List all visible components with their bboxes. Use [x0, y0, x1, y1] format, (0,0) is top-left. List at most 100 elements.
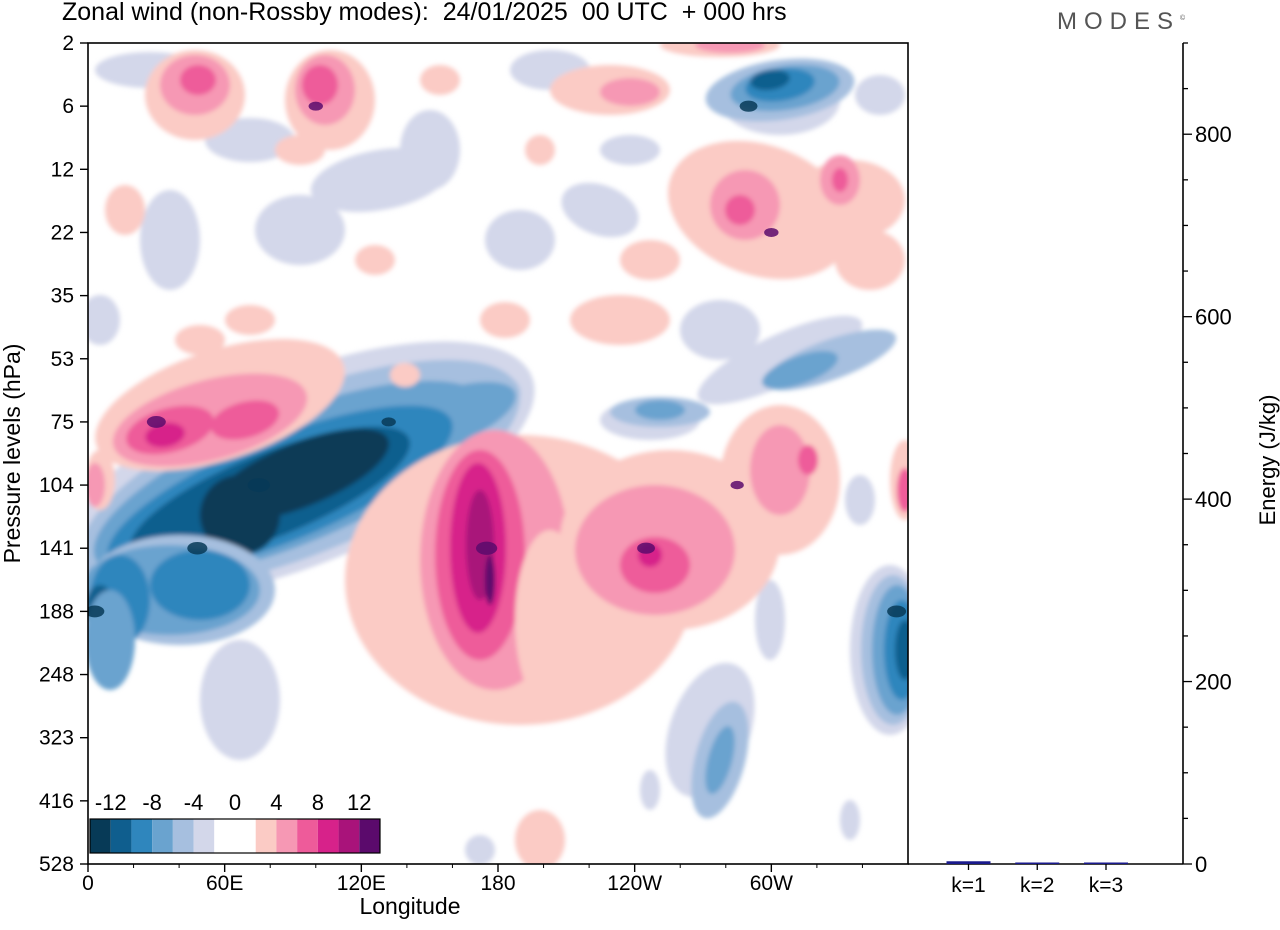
contour-region-62: [600, 78, 660, 106]
feature-core-4: [739, 100, 758, 112]
y-tick-label-11: 323: [39, 727, 74, 750]
feature-core-7: [475, 541, 498, 555]
colorbar-swatch-13: [359, 819, 380, 853]
colorbar-label-3: 0: [229, 790, 241, 815]
colorbar-frame: [89, 818, 381, 854]
contour-region-70: [480, 302, 530, 338]
contour-region-76: [725, 195, 755, 225]
contour-region-20: [640, 770, 660, 810]
colorbar-label-0: -12: [95, 790, 127, 815]
contour-region-69: [570, 295, 670, 345]
contour-region-47: [88, 590, 135, 690]
energy-bar-k=2: [1015, 862, 1060, 864]
feature-core-11: [308, 101, 323, 111]
contour-region-85: [145, 422, 185, 448]
colorbar-swatch-4: [172, 819, 194, 853]
contour-region-26: [750, 69, 790, 91]
contour-region-94: [515, 530, 585, 710]
contour-region-9: [600, 135, 660, 165]
contour-region-19: [755, 580, 785, 660]
contour-region-93: [485, 555, 495, 605]
y-tick-label-3: 22: [51, 221, 74, 244]
contour-region-41: [200, 475, 280, 555]
feature-core-3: [381, 417, 396, 427]
contour-region-3: [400, 110, 460, 190]
y-tick-label-6: 75: [51, 411, 74, 434]
contour-region-28: [762, 351, 838, 389]
x-tick-label-2: 120E: [337, 872, 386, 895]
energy-category-label-0: k=1: [951, 874, 985, 897]
contour-region-21: [840, 800, 860, 840]
feature-core-5: [887, 605, 907, 618]
contour-region-87: [88, 463, 105, 507]
energy-category-label-1: k=2: [1020, 874, 1054, 897]
contour-region-55: [180, 65, 216, 95]
contour-region-66: [105, 185, 145, 235]
contour-region-11: [855, 75, 905, 115]
y-tick-label-4: 35: [51, 285, 74, 308]
colorbar-swatch-1: [110, 819, 132, 853]
modes-logo: MODES©: [1057, 8, 1185, 36]
contour-region-84: [210, 400, 280, 440]
contour-region-30: [635, 400, 685, 420]
energy-category-label-2: k=3: [1089, 874, 1123, 897]
y-tick-label-7: 104: [39, 474, 74, 497]
zonal-wind-heatmap: [88, 43, 908, 864]
colorbar-swatch-5: [193, 819, 215, 853]
colorbar-label-6: 12: [347, 790, 371, 815]
x-tick-label-0: 0: [82, 872, 94, 895]
contour-region-17: [200, 640, 280, 760]
x-tick-label-1: 60E: [206, 872, 243, 895]
x-tick-label-4: 120W: [607, 872, 662, 895]
contour-region-52: [895, 620, 908, 680]
colorbar-swatch-7: [235, 819, 256, 853]
colorbar-swatch-2: [131, 819, 153, 853]
contour-region-71: [225, 305, 275, 335]
contour-region-4: [485, 210, 555, 270]
contour-region-104: [897, 468, 908, 512]
axes: 0 60E 120E 180 120W 60W Longitude 2 6 12 22 35 53 75 1…: [0, 32, 909, 919]
feature-core-8: [637, 542, 655, 554]
energy-tick-label-0: 0: [1195, 852, 1207, 877]
contour-region-7: [255, 195, 345, 265]
feature-core-9: [730, 480, 744, 490]
energy-tick-label-1: 200: [1195, 670, 1232, 695]
feature-core-0: [247, 478, 271, 493]
x-tick-label-3: 180: [480, 872, 515, 895]
energy-tick-label-4: 800: [1195, 122, 1232, 147]
contour-region-32: [705, 726, 735, 794]
energy-bar-chart: 0 200 400 600 800 Energy (J/kg) k=1 k=2 k=3: [908, 42, 1280, 897]
x-tick-label-5: 60W: [750, 872, 793, 895]
energy-bar-k=3: [1084, 862, 1128, 864]
y-tick-label-5: 53: [51, 348, 74, 371]
contour-region-22: [465, 835, 495, 864]
contour-region-100: [750, 425, 810, 515]
x-axis-label: Longitude: [359, 893, 460, 919]
y-tick-label-8: 141: [39, 537, 74, 560]
contour-region-5: [561, 182, 639, 238]
colorbar-swatch-12: [338, 819, 360, 853]
contour-region-6: [140, 190, 200, 290]
y-tick-label-2: 12: [51, 158, 74, 181]
feature-core-2: [88, 605, 105, 618]
contour-region-67: [355, 245, 395, 275]
colorbar: -12 -8 -4 0 4 8 12: [89, 790, 381, 854]
colorbar-swatch-9: [276, 819, 298, 853]
y-tick-label-12: 416: [39, 790, 74, 813]
y-tick-label-1: 6: [62, 95, 74, 118]
energy-tick-label-2: 400: [1195, 487, 1232, 512]
contour-region-44: [150, 550, 250, 620]
chart-title: Zonal wind (non-Rossby modes): 24/01/202…: [62, 0, 787, 26]
colorbar-swatch-8: [255, 819, 277, 853]
contour-region-12: [680, 300, 760, 360]
contour-region-80: [835, 230, 905, 290]
colorbar-swatch-6: [214, 819, 235, 853]
colorbar-label-5: 8: [312, 790, 324, 815]
colorbar-swatch-11: [317, 819, 339, 853]
contour-region-73: [390, 363, 420, 387]
logo-mark: ©: [1180, 15, 1186, 22]
y-axis-label: Pressure levels (hPa): [0, 344, 25, 564]
contour-region-58: [302, 65, 338, 105]
logo-text: MODES: [1057, 8, 1181, 35]
colorbar-swatch-0: [90, 819, 111, 853]
